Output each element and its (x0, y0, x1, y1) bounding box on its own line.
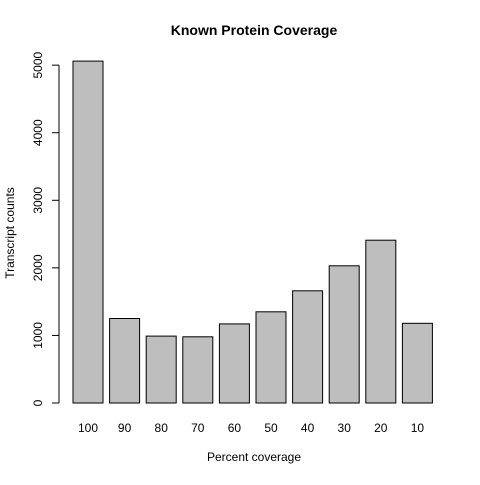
bar-40 (292, 290, 324, 404)
x-tick-label-100: 100 (78, 421, 98, 435)
x-tick-labels: 100 90 80 70 60 50 40 30 20 10 (78, 421, 424, 435)
y-axis: 0 1000 2000 3000 4000 5000 (31, 51, 60, 406)
bar-100 (72, 60, 104, 404)
x-tick-label-40: 40 (301, 421, 315, 435)
bar-90 (109, 318, 141, 404)
x-tick-label-30: 30 (338, 421, 352, 435)
bars-group (72, 60, 433, 404)
x-tick-label-20: 20 (374, 421, 388, 435)
bar-20 (365, 239, 397, 404)
x-axis-label: Percent coverage (207, 450, 301, 464)
x-tick-label-50: 50 (264, 421, 278, 435)
bar-60 (218, 323, 250, 404)
y-tick-label: 5000 (31, 51, 45, 78)
y-tick-label: 0 (31, 399, 45, 406)
x-tick-label-10: 10 (411, 421, 425, 435)
y-tick-label: 1000 (31, 322, 45, 349)
x-tick-label-60: 60 (228, 421, 242, 435)
x-tick-label-80: 80 (155, 421, 169, 435)
bar-10 (401, 322, 433, 404)
y-tick-label: 4000 (31, 119, 45, 146)
x-tick-label-90: 90 (118, 421, 132, 435)
bar-50 (255, 311, 287, 404)
y-tick-label: 2000 (31, 254, 45, 281)
y-axis-label: Transcript counts (3, 187, 17, 279)
bar-30 (328, 265, 360, 404)
y-tick-label: 3000 (31, 187, 45, 214)
bar-80 (145, 335, 177, 404)
bar-70 (182, 336, 214, 404)
x-tick-label-70: 70 (191, 421, 205, 435)
chart-title: Known Protein Coverage (171, 22, 338, 38)
